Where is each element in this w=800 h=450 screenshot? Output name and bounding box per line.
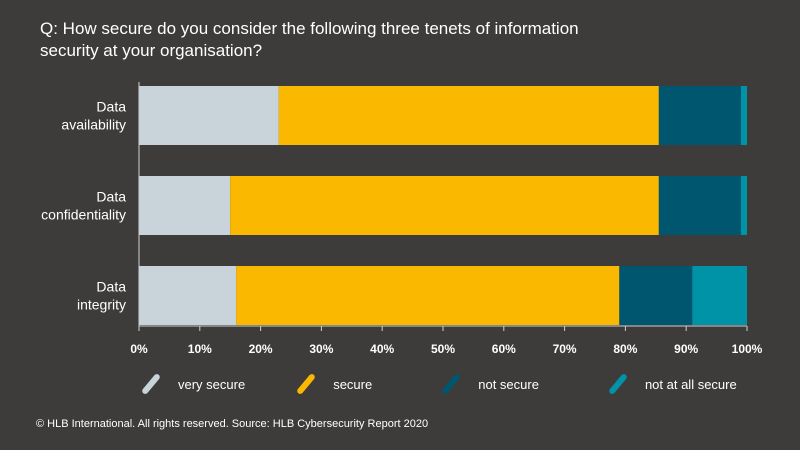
bar-segment-secure [230,176,659,235]
chart-title: Q: How secure do you consider the follow… [40,19,579,60]
bar-segment-not-secure [658,176,741,235]
legend-label: very secure [178,376,246,392]
legend-swatch [140,372,162,396]
bar-segment-not-at-all-secure [692,266,747,325]
bar-segment-not-at-all-secure [740,86,747,145]
bar-segment-secure [278,86,659,145]
x-tick-label: 10% [188,342,212,356]
x-tick-label: 20% [249,342,273,356]
category-label: Data confidentiality [41,189,126,223]
category-label: Data availability [61,99,126,133]
x-tick-label: 30% [309,342,333,356]
bar-segment-secure [236,266,620,325]
x-tick-label: 90% [674,342,698,356]
legend-item: very secure [140,372,245,396]
bar-segment-not-secure [619,266,693,325]
bar-segment-very-secure [139,86,279,145]
legend-item: not at all secure [607,372,737,396]
legend-swatch [607,372,628,396]
x-tick-label: 80% [613,342,637,356]
copyright-footer: © HLB International. All rights reserved… [36,418,429,430]
legend-label: secure [333,376,373,392]
category-label: Data integrity [77,279,126,313]
bar-segment-very-secure [139,176,231,235]
legend-swatch [441,372,462,396]
bar-segment-not-at-all-secure [740,176,747,235]
legend-swatch [296,372,317,396]
x-tick-label: 50% [431,342,455,356]
x-tick-label: 70% [553,342,577,356]
legend-item: not secure [440,372,539,396]
legend-label: not at all secure [644,376,737,392]
chart-legend: very secure secure not secure not at all se… [140,372,787,396]
bar-segment-very-secure [139,266,237,325]
x-tick-label: 100% [732,342,763,356]
x-tick-label: 40% [370,342,394,356]
bar-segment-not-secure [658,86,741,145]
x-tick-label: 60% [492,342,516,356]
legend-item: secure [295,372,372,396]
legend-label: not secure [478,376,539,392]
x-tick-label: 0% [130,342,148,356]
